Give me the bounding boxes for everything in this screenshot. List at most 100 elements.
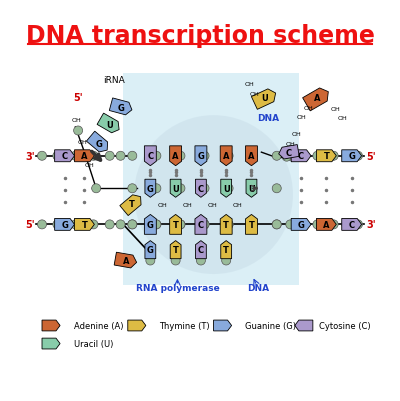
Polygon shape: [144, 146, 156, 166]
Circle shape: [128, 184, 137, 193]
Text: G: G: [198, 152, 204, 161]
Circle shape: [248, 220, 257, 229]
Text: A: A: [123, 256, 129, 265]
Polygon shape: [220, 146, 232, 166]
Text: C: C: [147, 152, 154, 161]
Circle shape: [299, 152, 308, 161]
Text: C: C: [62, 152, 68, 161]
Text: Cytosine (C): Cytosine (C): [319, 321, 371, 330]
Text: T: T: [248, 220, 254, 229]
Text: OH: OH: [249, 92, 259, 97]
Circle shape: [313, 152, 322, 161]
Text: C: C: [349, 220, 355, 229]
Circle shape: [342, 220, 351, 229]
Text: 5': 5': [367, 152, 376, 161]
Text: T: T: [223, 245, 229, 255]
Text: DNA transcription scheme: DNA transcription scheme: [26, 24, 374, 48]
Polygon shape: [214, 320, 232, 331]
Text: G: G: [298, 220, 304, 229]
Text: U: U: [106, 120, 113, 130]
Circle shape: [176, 152, 185, 161]
Text: G: G: [147, 245, 154, 255]
Circle shape: [176, 220, 185, 229]
Text: C: C: [198, 220, 204, 229]
Text: C: C: [298, 152, 304, 161]
Text: 3': 3': [26, 152, 35, 161]
Polygon shape: [220, 215, 232, 235]
Text: OH: OH: [245, 82, 254, 87]
Polygon shape: [144, 215, 156, 235]
Circle shape: [152, 152, 161, 161]
Circle shape: [313, 220, 322, 229]
Text: Guanine (G): Guanine (G): [245, 321, 296, 330]
Circle shape: [286, 152, 295, 161]
Text: OH: OH: [72, 118, 81, 123]
Text: DNA: DNA: [257, 114, 279, 123]
Polygon shape: [120, 195, 141, 216]
Polygon shape: [170, 241, 181, 259]
Circle shape: [105, 220, 114, 229]
Text: OH: OH: [78, 140, 88, 144]
Text: Adenine (A): Adenine (A): [74, 321, 123, 330]
Text: U: U: [248, 184, 255, 193]
Polygon shape: [128, 320, 146, 331]
Text: G: G: [96, 139, 102, 148]
Polygon shape: [251, 90, 276, 110]
Circle shape: [272, 152, 281, 161]
Polygon shape: [55, 219, 74, 231]
Circle shape: [196, 256, 206, 265]
Circle shape: [222, 256, 231, 265]
Polygon shape: [291, 219, 311, 231]
Circle shape: [176, 220, 185, 229]
Circle shape: [354, 220, 362, 229]
Text: G: G: [118, 103, 125, 112]
Text: OH: OH: [304, 105, 313, 110]
Circle shape: [53, 220, 62, 229]
Circle shape: [128, 220, 137, 229]
Circle shape: [286, 220, 295, 229]
Circle shape: [128, 152, 137, 161]
Circle shape: [329, 152, 338, 161]
Circle shape: [200, 220, 209, 229]
Circle shape: [152, 184, 161, 193]
Circle shape: [282, 153, 291, 162]
Text: G: G: [348, 152, 355, 161]
Polygon shape: [279, 145, 299, 160]
Circle shape: [248, 184, 257, 193]
Text: OH: OH: [85, 163, 95, 168]
Polygon shape: [114, 253, 137, 268]
Text: OH: OH: [330, 107, 340, 112]
Text: OH: OH: [292, 132, 302, 136]
Polygon shape: [145, 241, 156, 259]
Polygon shape: [303, 89, 328, 111]
Text: RNA polymerase: RNA polymerase: [136, 284, 219, 292]
Circle shape: [176, 184, 185, 193]
Text: G: G: [61, 220, 68, 229]
Text: G: G: [147, 220, 154, 229]
Circle shape: [354, 152, 362, 161]
Circle shape: [272, 220, 281, 229]
Text: OH: OH: [296, 114, 306, 119]
Circle shape: [146, 256, 155, 265]
Polygon shape: [342, 219, 362, 231]
Text: DNA: DNA: [248, 284, 270, 292]
Circle shape: [248, 220, 257, 229]
Circle shape: [74, 127, 83, 136]
Circle shape: [152, 220, 161, 229]
Circle shape: [224, 152, 233, 161]
Polygon shape: [170, 215, 182, 235]
Polygon shape: [221, 180, 232, 198]
Text: OH: OH: [286, 141, 295, 146]
Circle shape: [152, 220, 161, 229]
Polygon shape: [295, 320, 313, 331]
Circle shape: [53, 152, 62, 161]
Text: U: U: [223, 184, 230, 193]
Polygon shape: [196, 180, 206, 198]
Circle shape: [248, 152, 257, 161]
Text: A: A: [248, 152, 255, 161]
Polygon shape: [316, 219, 336, 231]
Polygon shape: [246, 215, 258, 235]
Circle shape: [89, 152, 98, 161]
Text: T: T: [324, 152, 329, 161]
Circle shape: [200, 184, 209, 193]
